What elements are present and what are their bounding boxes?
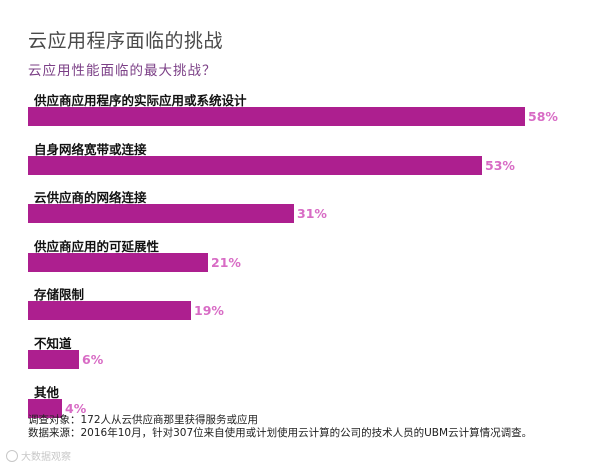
category-label: 供应商应用程序的实际应用或系统设计 — [34, 93, 247, 108]
value-label: 6% — [82, 352, 104, 367]
category-label: 云供应商的网络连接 — [34, 190, 147, 205]
value-label: 4% — [65, 401, 87, 416]
chart-title: 云应用程序面临的挑战 — [28, 30, 224, 52]
watermark: 大数据观察 — [6, 448, 71, 463]
category-label: 其他 — [34, 385, 60, 400]
value-label: 58% — [528, 109, 558, 124]
watermark-text: 大数据观察 — [21, 452, 71, 463]
bar — [28, 156, 482, 175]
bar — [28, 350, 79, 369]
value-label: 31% — [297, 206, 327, 221]
chart-subtitle: 云应用性能面临的最大挑战？ — [28, 63, 217, 79]
bar — [28, 301, 191, 320]
category-label: 存储限制 — [34, 287, 85, 302]
bar — [28, 399, 62, 418]
watermark-logo-icon — [6, 450, 18, 462]
value-label: 21% — [211, 255, 241, 270]
bar — [28, 204, 294, 223]
footer-survey-note: 调查对象：172人从云供应商那里获得服务或应用 — [28, 414, 259, 426]
footer-source-note: 数据来源：2016年10月，针对307位来自使用或计划使用云计算的公司的技术人员… — [28, 427, 533, 439]
category-label: 供应商应用的可延展性 — [34, 239, 160, 254]
bar — [28, 253, 208, 272]
bar — [28, 107, 525, 126]
category-label: 自身网络宽带或连接 — [34, 142, 147, 157]
value-label: 19% — [194, 303, 224, 318]
category-label: 不知道 — [34, 336, 72, 351]
value-label: 53% — [485, 158, 515, 173]
chart-footer: 调查对象：172人从云供应商那里获得服务或应用 数据来源：2016年10月，针对… — [28, 414, 532, 440]
